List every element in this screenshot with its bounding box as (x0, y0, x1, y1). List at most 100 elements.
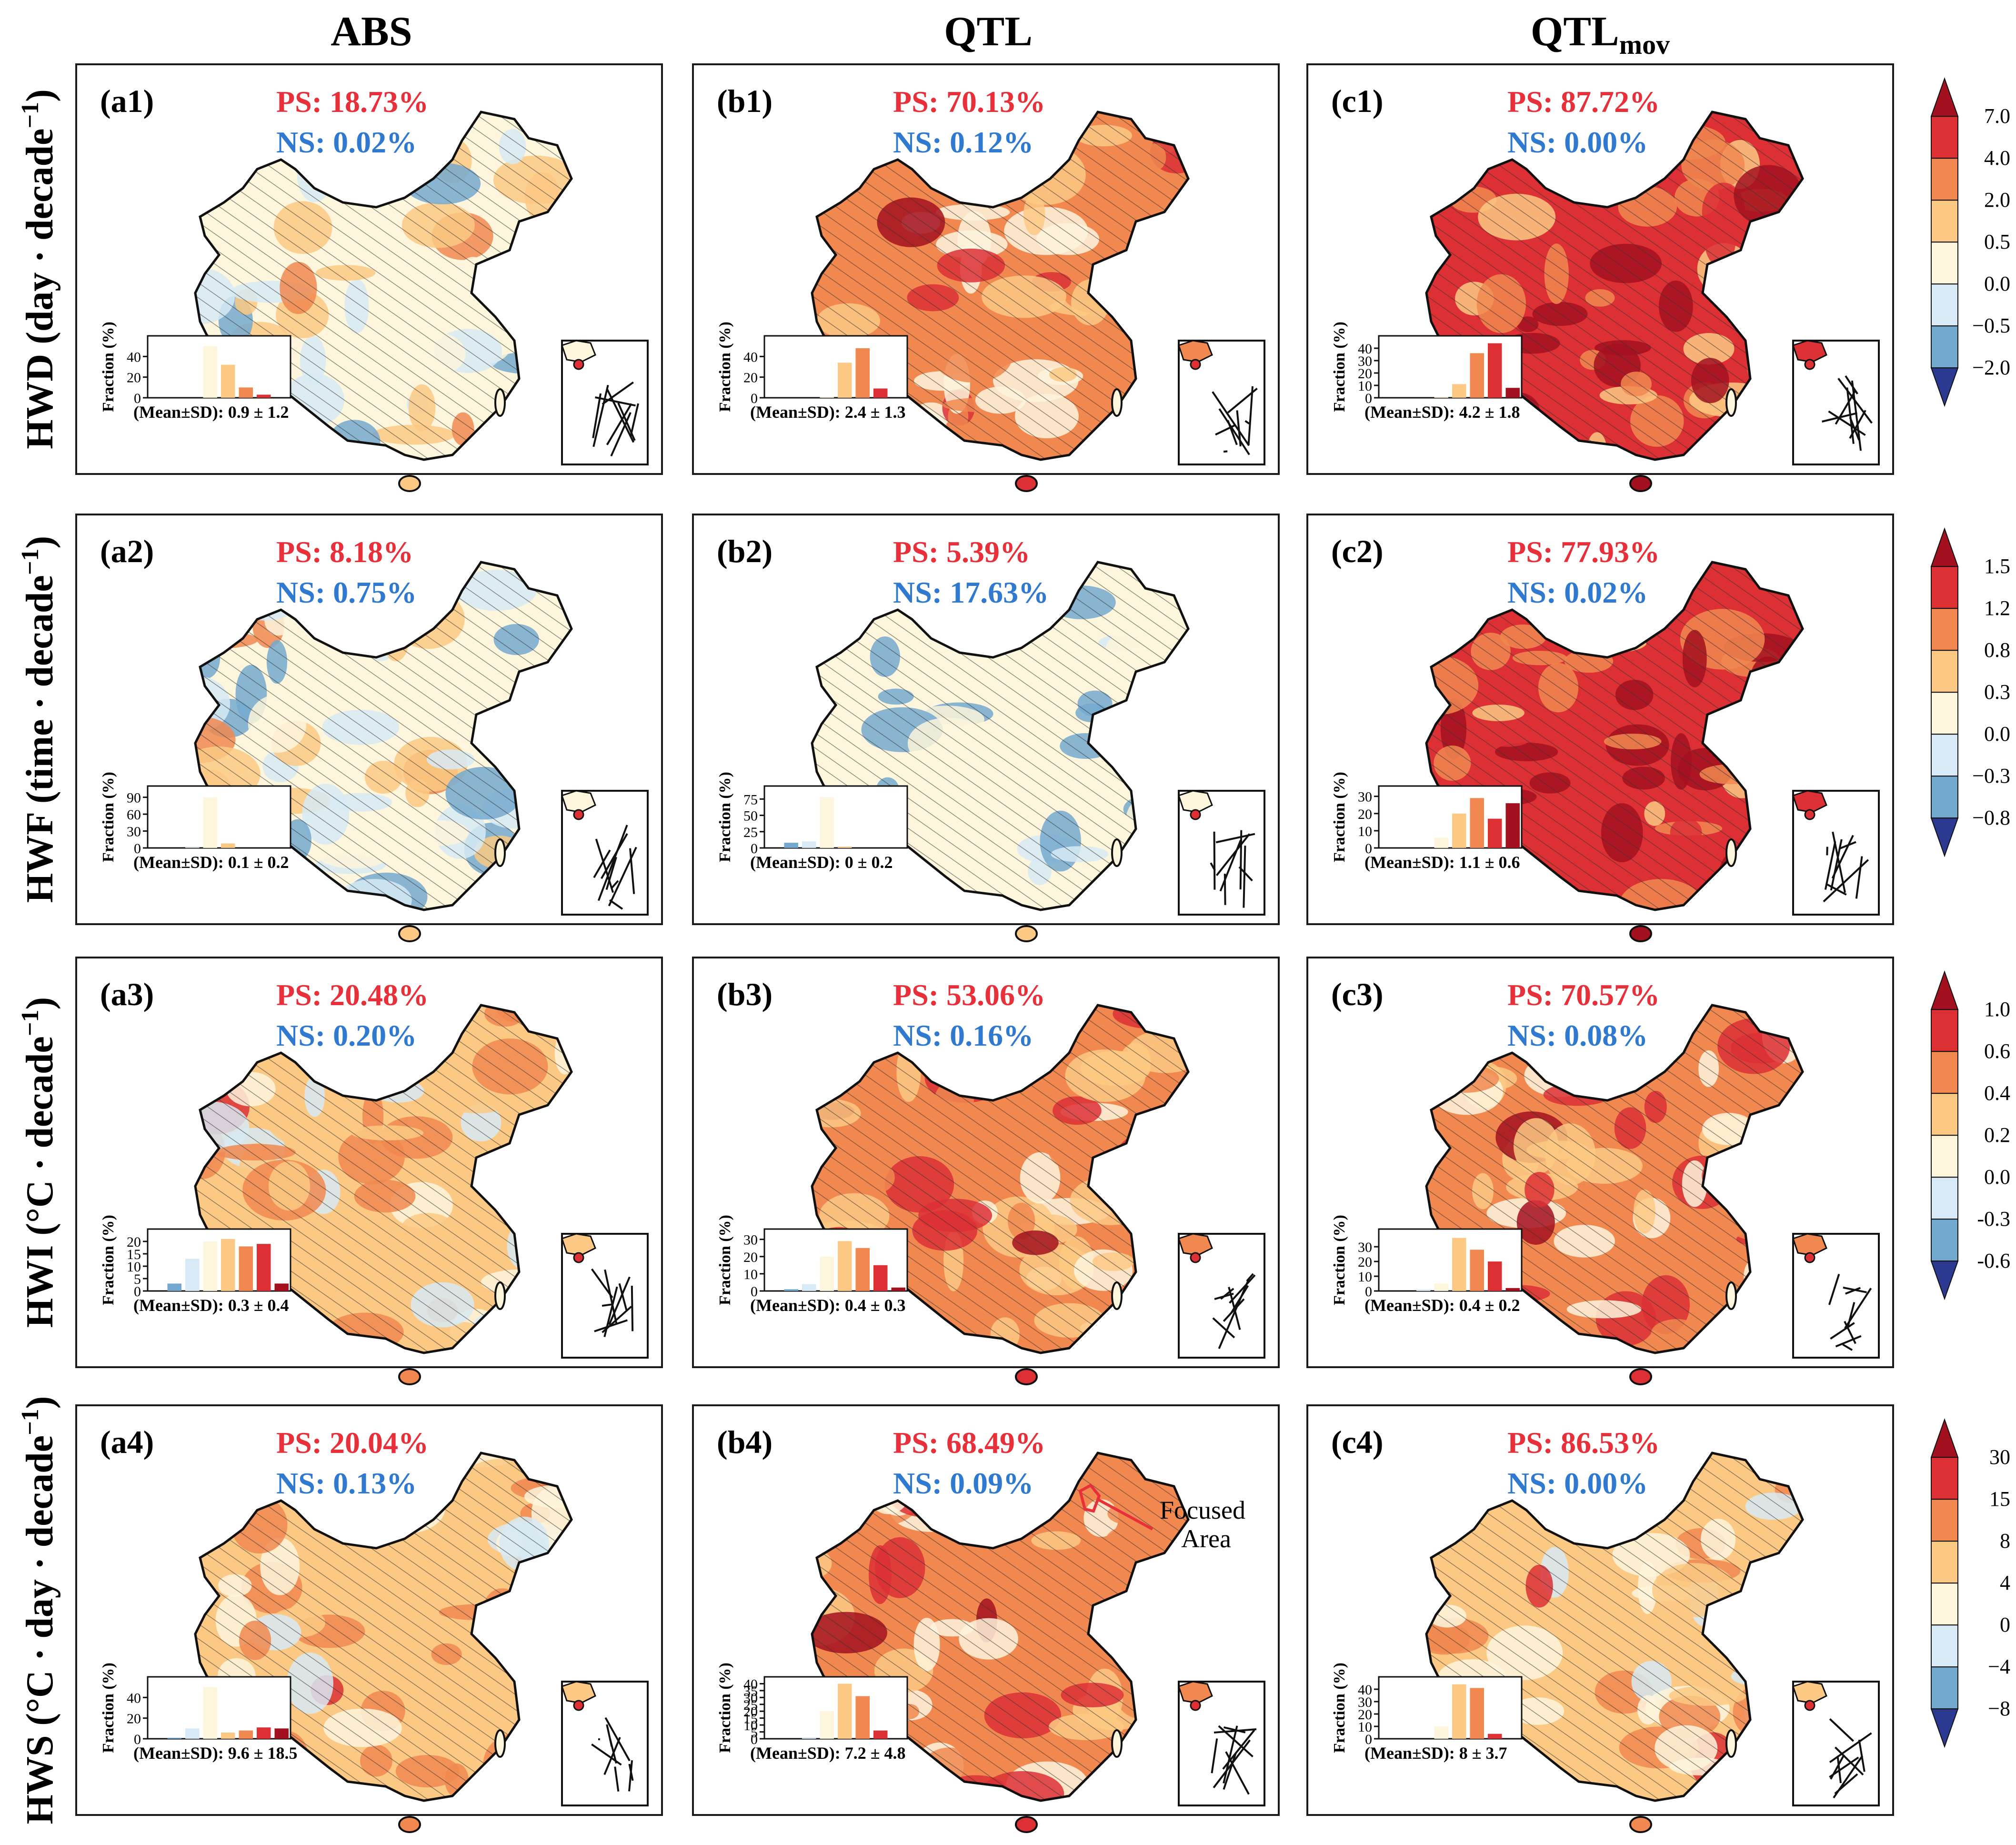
row-label-prefix: HWI (°C (19, 1180, 61, 1328)
histogram-ytick-label: 10 (1358, 1719, 1372, 1735)
inset-island-mark (1215, 833, 1251, 877)
histogram-bar (855, 348, 870, 398)
panel-label: (a4) (100, 1424, 154, 1460)
taiwan-island (494, 838, 506, 867)
colorbar-tick-label: 2.0 (1984, 188, 2010, 212)
south-china-sea-inset (1792, 340, 1880, 465)
legends: 7.0 4.0 2.0 0.5 0.0 −0.5 −2.0 1.5 1.2 0.8 0.3 0.0 −0… (1930, 77, 2010, 1748)
inset-island-mark (591, 1268, 613, 1299)
ns-text: NS: 0.00% (1507, 1466, 1648, 1500)
inset-island-mark (1239, 830, 1243, 890)
histogram-frame (763, 785, 908, 849)
focused-area-annotation: Focused Area (1078, 1483, 1245, 1553)
inset-island-mark (1855, 856, 1863, 899)
row-label-prefix: HWS (°C · day (19, 1579, 61, 1824)
histogram-ylabel: Fraction (%) (100, 1663, 117, 1753)
histogram-ytick-label: 20 (1358, 1707, 1372, 1723)
colorbar-tick-label: 0.6 (1984, 1039, 2010, 1063)
histogram-bar (185, 1259, 200, 1291)
inset-island-mark (1223, 1725, 1238, 1784)
colorbar-tick-label: 7.0 (1984, 104, 2010, 128)
south-china-sea-inset (561, 340, 649, 465)
row-label-exponent: −1 (17, 1409, 44, 1435)
histogram-bar (802, 1284, 816, 1291)
colorbar-segment (1931, 283, 1958, 327)
histogram-bar (1416, 1289, 1431, 1291)
ps-text: PS: 18.73% (276, 85, 429, 119)
focused-area-label-1: Focused (1160, 1496, 1245, 1524)
panel-label: (b2) (717, 533, 772, 569)
histogram-ytick-label: 10 (743, 1267, 758, 1282)
ns-text: NS: 0.16% (893, 1018, 1033, 1052)
colorbar-tick-label: 0.3 (1984, 680, 2010, 704)
mean-sd-text: (Mean±SD): 0 ± 0.2 (750, 853, 893, 872)
south-china-sea-inset (1178, 1681, 1265, 1806)
inset-coast (1178, 1233, 1213, 1256)
panel-label: (c4) (1331, 1424, 1383, 1460)
taiwan-island (1111, 388, 1123, 417)
colorbar-tick-label: −0.5 (1972, 314, 2010, 337)
histogram-ytick-label: 20 (743, 1704, 758, 1720)
row-label: HWS (°C · day · decade−1) (17, 1396, 61, 1825)
histogram-bar (802, 841, 816, 848)
histogram-frame (1378, 1676, 1523, 1740)
colorbar-tick-label: 1.5 (1984, 555, 2010, 578)
ns-text: NS: 0.02% (1507, 575, 1648, 609)
map-panel-b4: (b4) PS: 68.49% NS: 0.09% Fraction (%) 05101… (692, 1404, 1280, 1833)
row-label-suffix: ) (19, 89, 61, 102)
colorbar-3: 1.0 0.6 0.4 0.2 0.0 -0.3 -0.6 (1930, 970, 2010, 1301)
histogram-bar (838, 1684, 852, 1739)
focused-area-arrow (1097, 1498, 1153, 1531)
histogram-bar (274, 1283, 289, 1291)
inset-island-mark (592, 384, 609, 447)
south-china-sea-inset (1792, 1233, 1880, 1359)
inset-island-mark (1224, 1726, 1246, 1734)
ns-text: NS: 0.02% (276, 125, 417, 159)
histogram-ytick-label: 10 (1358, 1269, 1372, 1285)
colorbar-4: 30 15 8 4 0 −4 −8 (1930, 1418, 2010, 1748)
inset-island-mark (1229, 1274, 1256, 1304)
histogram-ytick-label: 30 (1358, 353, 1372, 369)
inset-island-mark (1826, 883, 1847, 896)
inset-island-mark (1214, 1292, 1234, 1301)
histogram-bar (784, 843, 798, 848)
colorbar-bottom-arrow (1930, 1260, 1959, 1301)
inset-island-mark (1227, 387, 1258, 413)
ns-text: NS: 0.09% (893, 1466, 1033, 1500)
histogram-ytick-label: 20 (1358, 1254, 1372, 1270)
inset-island-mark (1828, 410, 1866, 436)
histogram-bar (1488, 343, 1502, 398)
colorbar-segment (1931, 1666, 1958, 1710)
histogram-frame (147, 785, 291, 849)
histogram-bar (1452, 813, 1466, 848)
histogram-ytick-label: 10 (743, 1718, 758, 1734)
inset-coast (1792, 1681, 1827, 1704)
histogram-ytick-label: 20 (1358, 807, 1372, 822)
map-panel-c2: (c2) PS: 77.93% NS: 0.02% Fraction (%) 0 10 20… (1306, 514, 1894, 942)
inset-hainan (1190, 1700, 1201, 1711)
inset-island-mark (1230, 1285, 1249, 1314)
histogram-bar (239, 387, 253, 398)
inset-island-mark (1828, 1273, 1840, 1305)
histogram-bar (239, 1730, 253, 1739)
inset-island-mark (614, 1766, 620, 1792)
histogram-bar (239, 1246, 253, 1291)
colorbar-segment (1931, 734, 1958, 777)
panel-label: (a3) (100, 976, 154, 1012)
inset-frame (1178, 790, 1265, 916)
mean-sd-text: (Mean±SD): 0.1 ± 0.2 (133, 853, 289, 872)
histogram-bar (855, 1696, 870, 1739)
colorbar-top-arrow (1930, 77, 1959, 117)
colorbar-segment (1931, 650, 1958, 693)
colorbar-segment (1931, 1583, 1958, 1626)
histogram-ytick-label: 35 (743, 1684, 758, 1699)
histogram-bar (203, 797, 217, 848)
panel-label: (c3) (1331, 976, 1383, 1012)
taiwan-island (1111, 1729, 1123, 1758)
inset-island-mark (1213, 1739, 1251, 1788)
